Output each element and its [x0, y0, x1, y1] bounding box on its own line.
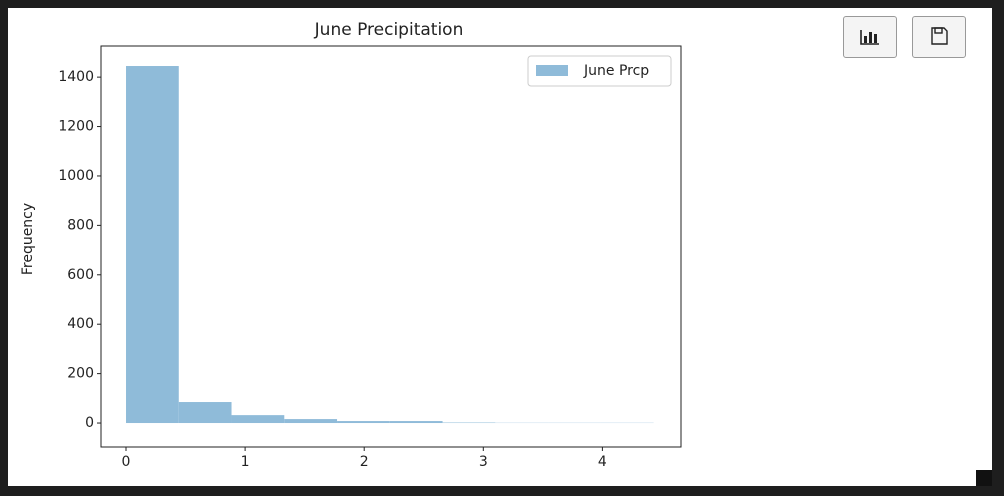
- save-icon: [931, 27, 948, 45]
- chart-title: June Precipitation: [314, 20, 464, 40]
- y-tick-label: 1200: [58, 119, 94, 135]
- chart-icon: [860, 30, 879, 45]
- legend-swatch: [536, 65, 568, 76]
- x-tick-label: 2: [360, 454, 369, 470]
- legend-label: June Prcp: [583, 63, 649, 79]
- y-tick-label: 800: [67, 217, 94, 233]
- x-tick-label: 0: [122, 454, 131, 470]
- bar: [284, 419, 338, 424]
- bar: [389, 421, 443, 424]
- y-tick-label: 400: [67, 316, 94, 332]
- y-axis-label: Frequency: [20, 203, 36, 275]
- bar: [231, 415, 285, 424]
- resize-corner: [976, 470, 992, 486]
- axes-frame: [100, 45, 682, 448]
- bar: [126, 66, 179, 424]
- x-tick-label: 1: [241, 454, 250, 470]
- x-tick-label: 4: [598, 454, 607, 470]
- y-tick-label: 600: [67, 267, 94, 283]
- y-tick-label: 200: [67, 366, 94, 382]
- y-tick-label: 0: [85, 415, 94, 431]
- y-tick-label: 1000: [58, 168, 94, 184]
- bar: [337, 421, 390, 424]
- save-button[interactable]: [912, 16, 966, 58]
- bar: [178, 402, 232, 424]
- y-tick-label: 1400: [58, 69, 94, 85]
- x-tick-label: 3: [479, 454, 488, 470]
- chart-button[interactable]: [843, 16, 897, 58]
- legend-box: [527, 55, 672, 87]
